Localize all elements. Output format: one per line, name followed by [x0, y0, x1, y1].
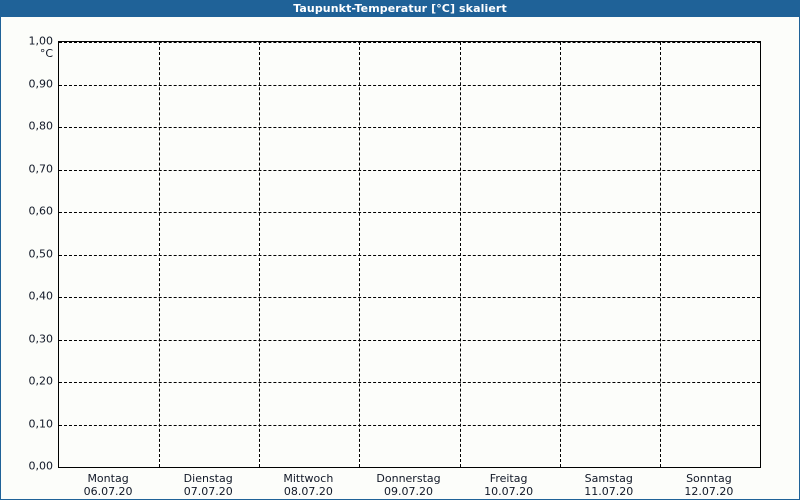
x-axis-date: 11.07.20 — [584, 485, 634, 498]
x-axis-tick-label: Mittwoch 08.07.20 — [283, 472, 333, 498]
x-axis-day-name: Samstag — [584, 472, 633, 485]
plot-area — [58, 41, 761, 468]
y-gridline — [59, 127, 760, 128]
x-axis-day-name: Donnerstag — [376, 472, 441, 485]
y-axis-tick-label: 0,70 — [28, 162, 54, 175]
y-gridline — [59, 84, 760, 86]
x-axis-day-name: Mittwoch — [283, 472, 334, 485]
x-axis-day-name: Freitag — [489, 472, 528, 485]
y-axis-tick-label: 0,80 — [28, 119, 54, 133]
y-axis-tick-label: 0,60 — [28, 204, 54, 218]
x-axis-tick-label: Donnerstag 09.07.20 — [376, 472, 440, 498]
x-axis-day-name: Sonntag — [686, 472, 732, 485]
y-gridline — [59, 254, 760, 256]
y-gridline — [59, 339, 760, 341]
y-gridline — [59, 297, 760, 298]
y-axis-tick-label: 0,90 — [28, 77, 54, 90]
x-axis-day-name: Montag — [87, 472, 129, 485]
y-axis: °C 0,00 0,10 0,20 0,30 0,40 0,50 0,60 0,70 0,80 0… — [1, 35, 54, 473]
x-axis-day-name: Dienstag — [183, 472, 233, 485]
y-axis-unit-label: °C — [39, 47, 53, 60]
x-axis-date: 09.07.20 — [384, 485, 433, 498]
y-axis-tick-label: 1,00 — [28, 34, 54, 48]
chart-area: °C 0,00 0,10 0,20 0,30 0,40 0,50 0,60 0,70 0,80 0… — [1, 17, 799, 499]
y-gridline — [59, 382, 760, 383]
x-gridline — [159, 42, 161, 467]
y-axis-tick-label: 0,10 — [28, 417, 54, 430]
window-title: Taupunkt-Temperatur [°C] skaliert — [0, 0, 800, 17]
y-gridline — [59, 424, 760, 426]
x-axis-date: 06.07.20 — [83, 485, 133, 498]
x-axis-date: 07.07.20 — [183, 485, 233, 498]
x-axis-tick-label: Sonntag 12.07.20 — [684, 472, 733, 498]
x-gridline — [459, 42, 461, 467]
x-gridline — [659, 42, 661, 467]
x-axis-tick-label: Samstag 11.07.20 — [584, 472, 633, 498]
y-gridline — [59, 212, 760, 213]
y-axis-tick-label: 0,30 — [28, 332, 54, 345]
y-axis-tick-label: 0,50 — [28, 247, 54, 260]
y-axis-tick-label: 0,40 — [28, 289, 54, 303]
x-axis-tick-label: Montag 06.07.20 — [84, 472, 133, 498]
x-axis-date: 10.07.20 — [484, 485, 534, 498]
y-gridline — [59, 42, 760, 43]
y-gridline — [59, 169, 760, 171]
y-gridline — [59, 467, 760, 468]
x-gridline — [559, 42, 561, 467]
x-axis-date: 08.07.20 — [283, 485, 333, 498]
x-axis-date: 12.07.20 — [684, 485, 734, 498]
x-axis-tick-label: Dienstag 07.07.20 — [184, 472, 233, 498]
x-axis: Montag 06.07.20 Dienstag 07.07.20 Mittwoch 08… — [58, 472, 761, 500]
y-axis-tick-label: 0,00 — [28, 459, 54, 473]
x-gridline — [259, 42, 261, 467]
x-gridline — [359, 42, 361, 467]
y-axis-tick-label: 0,20 — [28, 374, 54, 388]
x-axis-tick-label: Freitag 10.07.20 — [484, 472, 533, 498]
